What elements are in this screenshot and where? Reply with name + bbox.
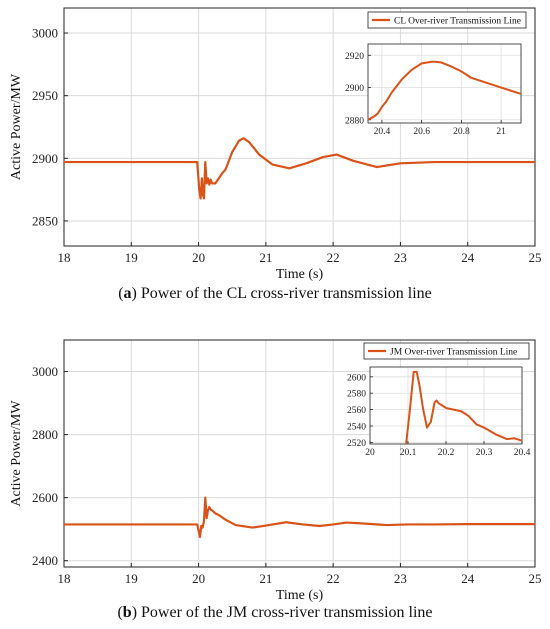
x-tick-label: 18	[58, 571, 71, 586]
inset-x-tick-label: 20.2	[438, 448, 455, 458]
y-tick-label: 3000	[32, 26, 58, 41]
plot-frame	[63, 339, 536, 568]
x-tick-label: 25	[529, 250, 542, 265]
caption-letter: a	[124, 285, 132, 302]
inset-x-tick-label: 20	[365, 448, 375, 458]
legend-box	[367, 11, 527, 29]
inset-y-tick-label: 2900	[345, 84, 364, 94]
x-tick-label: 21	[259, 571, 272, 586]
inset-x-tick-label: 20.8	[453, 127, 470, 137]
legend-box	[363, 342, 530, 360]
x-axis-label: Time (s)	[276, 267, 324, 282]
inset-background	[368, 44, 521, 123]
x-tick-label: 20	[192, 250, 205, 265]
y-tick-label: 3000	[32, 364, 58, 379]
x-tick-label: 18	[58, 250, 71, 265]
inset-series-line	[405, 370, 523, 445]
caption-text: ) Power of the JM cross-river transmissi…	[132, 604, 433, 621]
y-tick-label: 2800	[32, 427, 58, 442]
figure-caption: (a) Power of the CL cross-river transmis…	[118, 285, 432, 302]
caption-letter: b	[123, 604, 132, 621]
x-tick-label: 23	[394, 571, 407, 586]
series-line-1	[64, 137, 535, 200]
legend-label: CL Over-river Transmission Line	[394, 17, 521, 27]
inset-y-tick-label: 2540	[347, 422, 366, 432]
caption-text: ) Power of the CL cross-river transmissi…	[132, 285, 432, 302]
x-tick-label: 22	[327, 571, 340, 586]
x-tick-label: 19	[125, 571, 138, 586]
inset-plot: 20 20.1 20.2 20.3 20.4 2520 2540 2560 2580 2600	[347, 366, 531, 458]
y-tick-label: 2900	[32, 151, 58, 166]
legend: JM Over-river Transmission Line	[363, 342, 530, 360]
y-tick-label: 2400	[32, 553, 58, 568]
inset-y-tick-label: 2520	[347, 439, 366, 449]
x-tick-label: 24	[461, 571, 475, 586]
plot-frame	[63, 7, 536, 247]
inset-series-line	[367, 60, 522, 121]
inset-x-tick-label: 20.1	[400, 448, 417, 458]
inset-x-tick-label: 20.4	[514, 448, 531, 458]
x-tick-label: 24	[461, 250, 475, 265]
x-tick-label: 25	[529, 571, 542, 586]
caption-paren-open: (	[118, 285, 123, 302]
series-line-1	[64, 496, 535, 539]
y-tick-label: 2950	[32, 88, 58, 103]
inset-y-tick-label: 2920	[345, 52, 364, 62]
x-tick-label: 21	[259, 250, 272, 265]
inset-y-tick-label: 2600	[347, 373, 366, 383]
inset-x-tick-label: 20.6	[413, 127, 430, 137]
inset-x-tick-label: 20.3	[476, 448, 493, 458]
x-tick-label: 19	[125, 250, 138, 265]
y-tick-label: 2850	[32, 213, 58, 228]
inset-x-tick-label: 21	[496, 127, 506, 137]
chart-panel-a: 18 19 20 21 22 23 24 25 2850 2900 2950 3000 Time (s)…	[9, 7, 542, 302]
x-tick-label: 20	[192, 571, 205, 586]
inset-y-tick-label: 2880	[345, 116, 364, 126]
chart-panel-b: 18 19 20 21 22 23 24 25 2400 2600 2800 3000 Time (s)…	[9, 339, 542, 621]
inset-x-tick-label: 20.4	[374, 127, 391, 137]
inset-y-tick-label: 2560	[347, 406, 366, 416]
x-axis-label: Time (s)	[276, 588, 324, 603]
legend-label: JM Over-river Transmission Line	[390, 348, 517, 358]
y-tick-label: 2600	[32, 490, 58, 505]
y-axis-label: Active Power/MW	[9, 400, 24, 507]
figure-caption: (b) Power of the JM cross-river transmis…	[117, 604, 432, 621]
x-tick-label: 22	[327, 250, 340, 265]
caption-paren-open: (	[117, 604, 122, 621]
legend: CL Over-river Transmission Line	[367, 11, 527, 29]
inset-frame	[367, 43, 522, 124]
inset-y-tick-label: 2580	[347, 390, 366, 400]
x-tick-label: 23	[394, 250, 407, 265]
inset-plot: 20.4 20.6 20.8 21 2880 2900 2920	[345, 43, 522, 137]
y-axis-label: Active Power/MW	[9, 73, 24, 180]
